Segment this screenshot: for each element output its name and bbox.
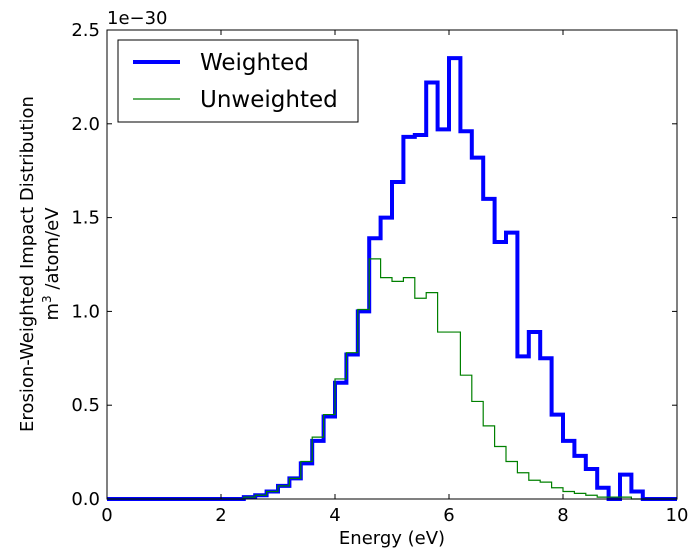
y-tick-label: 0.5 — [71, 395, 100, 416]
plot-frame — [106, 29, 678, 500]
legend-frame — [117, 39, 359, 123]
y-offset-label: 1e−30 — [107, 8, 168, 29]
y-tick-label: 0.0 — [71, 489, 100, 510]
x-tick-label: 2 — [215, 505, 226, 526]
y-axis-label-line2: m3 /atom/eV — [40, 207, 63, 321]
y-axis-label-unit-rest: /atom/eV — [42, 207, 63, 296]
y-axis-label-line1: Erosion-Weighted Impact Distribution — [17, 96, 38, 432]
y-tick-label: 2.5 — [71, 20, 100, 41]
series-layer — [107, 56, 677, 501]
tick-layer: 0 2 4 6 8 10 0.0 0.5 1.0 1.5 2.0 2.5 — [71, 20, 688, 526]
legend: Weighted Unweighted — [117, 39, 359, 123]
y-axis-label-unit-exponent: 3 — [40, 295, 54, 303]
x-tick-label: 8 — [557, 505, 568, 526]
x-tick-label: 4 — [329, 505, 340, 526]
y-tick-label: 1.0 — [71, 301, 100, 322]
x-axis-label: Energy (eV) — [339, 528, 445, 549]
legend-label-weighted: Weighted — [200, 50, 309, 76]
y-tick-label: 2.0 — [71, 114, 100, 135]
x-tick-label: 0 — [101, 505, 112, 526]
x-tick-label: 6 — [443, 505, 454, 526]
x-tick-label: 10 — [666, 505, 689, 526]
y-tick-label: 1.5 — [71, 208, 100, 229]
legend-label-unweighted: Unweighted — [200, 87, 338, 113]
y-axis-label-unit-base: m — [42, 303, 63, 321]
series-line-unweighted — [107, 258, 677, 500]
